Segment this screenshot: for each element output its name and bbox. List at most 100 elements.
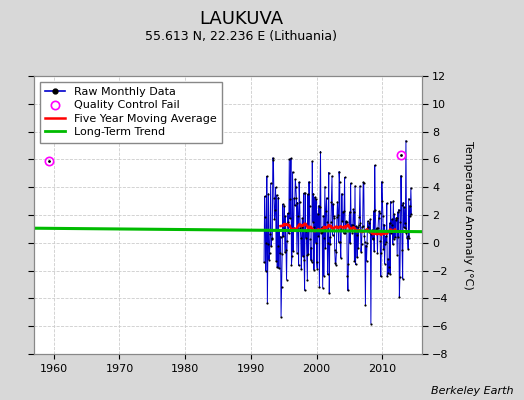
Point — [391, 217, 400, 223]
Point — [272, 192, 281, 198]
Point — [280, 202, 289, 209]
Point — [388, 216, 397, 222]
Point — [334, 212, 342, 218]
Point — [389, 198, 398, 204]
Point — [364, 218, 372, 224]
Point — [403, 235, 411, 241]
Point — [386, 271, 394, 278]
Point — [367, 320, 375, 327]
Point — [345, 223, 353, 229]
Point — [317, 230, 325, 236]
Point — [283, 238, 291, 244]
Point — [406, 213, 414, 219]
Point — [377, 250, 386, 256]
Point — [365, 229, 373, 235]
Point — [404, 246, 412, 252]
Point — [405, 196, 413, 202]
Point — [371, 207, 379, 213]
Point — [378, 178, 386, 185]
Point — [260, 193, 269, 200]
Point — [382, 239, 390, 245]
Point — [350, 209, 358, 215]
Point — [281, 213, 290, 219]
Point — [318, 224, 326, 230]
Point — [392, 214, 401, 221]
Point — [294, 212, 302, 219]
Point — [299, 190, 308, 196]
Point — [351, 183, 359, 189]
Point — [361, 302, 369, 308]
Point — [319, 213, 328, 219]
Point — [395, 206, 403, 213]
Point — [354, 224, 362, 230]
Point — [348, 222, 357, 228]
Point — [284, 219, 292, 225]
Point — [396, 219, 405, 225]
Point — [296, 199, 304, 205]
Point — [345, 209, 354, 215]
Point — [320, 273, 328, 279]
Point — [300, 287, 309, 294]
Point — [397, 172, 405, 179]
Point — [324, 240, 332, 246]
Point — [338, 218, 346, 224]
Point — [353, 254, 362, 260]
Point — [373, 225, 381, 231]
Point — [385, 220, 394, 226]
Point — [313, 265, 321, 272]
Point — [316, 148, 325, 155]
Point — [281, 249, 289, 255]
Point — [319, 285, 327, 291]
Point — [266, 231, 274, 237]
Point — [392, 215, 400, 222]
Point — [263, 300, 271, 306]
Point — [276, 234, 285, 240]
Point — [275, 265, 283, 272]
Point — [367, 230, 376, 237]
Point — [315, 284, 324, 290]
Point — [326, 218, 335, 225]
Text: LAUKUVA: LAUKUVA — [199, 10, 283, 28]
Point — [372, 230, 380, 236]
Point — [348, 230, 356, 236]
Point — [401, 225, 410, 231]
Point — [262, 240, 270, 246]
Point — [285, 156, 293, 162]
Point — [334, 239, 343, 245]
Point — [341, 230, 350, 236]
Point — [331, 260, 340, 266]
Point — [347, 222, 356, 228]
Point — [366, 216, 375, 222]
Point — [336, 254, 345, 261]
Point — [390, 211, 399, 218]
Point — [394, 209, 402, 215]
Point — [315, 202, 323, 209]
Point — [273, 264, 281, 270]
Point — [395, 294, 403, 300]
Point — [321, 184, 329, 190]
Point — [298, 215, 307, 221]
Point — [325, 234, 334, 240]
Point — [287, 262, 296, 268]
Point — [282, 276, 291, 283]
Point — [388, 222, 396, 228]
Point — [274, 194, 282, 201]
Point — [383, 273, 391, 280]
Point — [311, 240, 320, 246]
Point — [285, 230, 293, 237]
Point — [335, 179, 344, 186]
Point — [406, 203, 414, 209]
Point — [323, 271, 332, 278]
Point — [314, 233, 322, 240]
Point — [295, 179, 303, 185]
Point — [389, 241, 397, 248]
Point — [321, 244, 330, 251]
Point — [328, 199, 336, 205]
Point — [322, 208, 330, 215]
Point — [277, 313, 285, 320]
Point — [287, 155, 295, 162]
Point — [268, 235, 277, 241]
Point — [393, 251, 401, 258]
Point — [374, 215, 383, 222]
Point — [369, 208, 378, 214]
